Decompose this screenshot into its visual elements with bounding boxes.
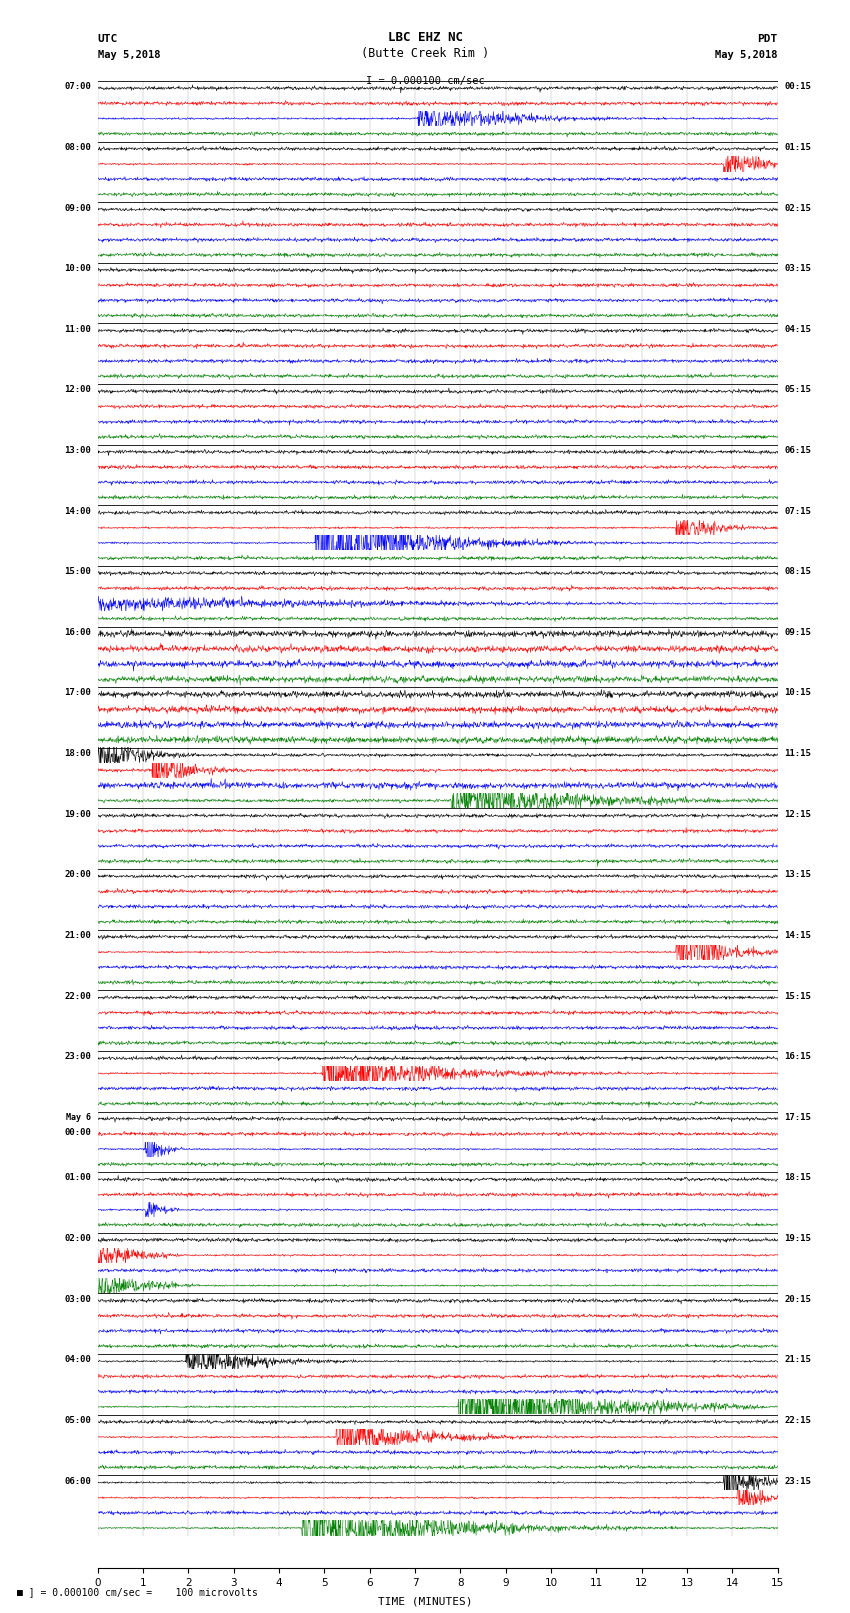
Text: 15:15: 15:15	[785, 992, 812, 1000]
Text: 21:00: 21:00	[64, 931, 91, 940]
Text: 05:00: 05:00	[64, 1416, 91, 1424]
Text: 01:15: 01:15	[785, 144, 812, 152]
Text: 16:15: 16:15	[785, 1052, 812, 1061]
Text: 18:15: 18:15	[785, 1173, 812, 1182]
Text: (Butte Creek Rim ): (Butte Creek Rim )	[361, 47, 489, 60]
Text: 09:00: 09:00	[64, 203, 91, 213]
Text: 20:00: 20:00	[64, 871, 91, 879]
Text: 23:15: 23:15	[785, 1476, 812, 1486]
Text: 03:15: 03:15	[785, 265, 812, 273]
Text: ■ ] = 0.000100 cm/sec =    100 microvolts: ■ ] = 0.000100 cm/sec = 100 microvolts	[17, 1587, 258, 1597]
Text: 19:15: 19:15	[785, 1234, 812, 1244]
Text: 04:15: 04:15	[785, 324, 812, 334]
Text: 23:00: 23:00	[64, 1052, 91, 1061]
Text: 00:15: 00:15	[785, 82, 812, 92]
Text: 02:00: 02:00	[64, 1234, 91, 1244]
Text: UTC: UTC	[98, 34, 118, 44]
Text: 15:00: 15:00	[64, 568, 91, 576]
Text: 03:00: 03:00	[64, 1295, 91, 1303]
Text: 12:15: 12:15	[785, 810, 812, 819]
Text: 18:00: 18:00	[64, 748, 91, 758]
Text: 17:00: 17:00	[64, 689, 91, 697]
Text: 21:15: 21:15	[785, 1355, 812, 1365]
Text: 07:15: 07:15	[785, 506, 812, 516]
Text: TIME (MINUTES): TIME (MINUTES)	[377, 1597, 473, 1607]
Text: 16:00: 16:00	[64, 627, 91, 637]
Text: 05:15: 05:15	[785, 386, 812, 394]
Text: 11:15: 11:15	[785, 748, 812, 758]
Text: 02:15: 02:15	[785, 203, 812, 213]
Text: 06:00: 06:00	[64, 1476, 91, 1486]
Text: 01:00: 01:00	[64, 1173, 91, 1182]
Text: 04:00: 04:00	[64, 1355, 91, 1365]
Text: I = 0.000100 cm/sec: I = 0.000100 cm/sec	[366, 76, 484, 85]
Text: 11:00: 11:00	[64, 324, 91, 334]
Text: May 6: May 6	[66, 1113, 91, 1121]
Text: 13:00: 13:00	[64, 447, 91, 455]
Text: 14:00: 14:00	[64, 506, 91, 516]
Text: 14:15: 14:15	[785, 931, 812, 940]
Text: 08:00: 08:00	[64, 144, 91, 152]
Text: 13:15: 13:15	[785, 871, 812, 879]
Text: 22:00: 22:00	[64, 992, 91, 1000]
Text: May 5,2018: May 5,2018	[98, 50, 161, 60]
Text: 12:00: 12:00	[64, 386, 91, 394]
Text: 09:15: 09:15	[785, 627, 812, 637]
Text: 10:15: 10:15	[785, 689, 812, 697]
Text: 17:15: 17:15	[785, 1113, 812, 1121]
Text: May 5,2018: May 5,2018	[715, 50, 778, 60]
Text: 08:15: 08:15	[785, 568, 812, 576]
Text: 19:00: 19:00	[64, 810, 91, 819]
Text: 10:00: 10:00	[64, 265, 91, 273]
Text: 20:15: 20:15	[785, 1295, 812, 1303]
Text: PDT: PDT	[757, 34, 778, 44]
Text: 00:00: 00:00	[64, 1127, 91, 1137]
Text: 06:15: 06:15	[785, 447, 812, 455]
Text: 07:00: 07:00	[64, 82, 91, 92]
Text: 22:15: 22:15	[785, 1416, 812, 1424]
Text: LBC EHZ NC: LBC EHZ NC	[388, 31, 462, 44]
